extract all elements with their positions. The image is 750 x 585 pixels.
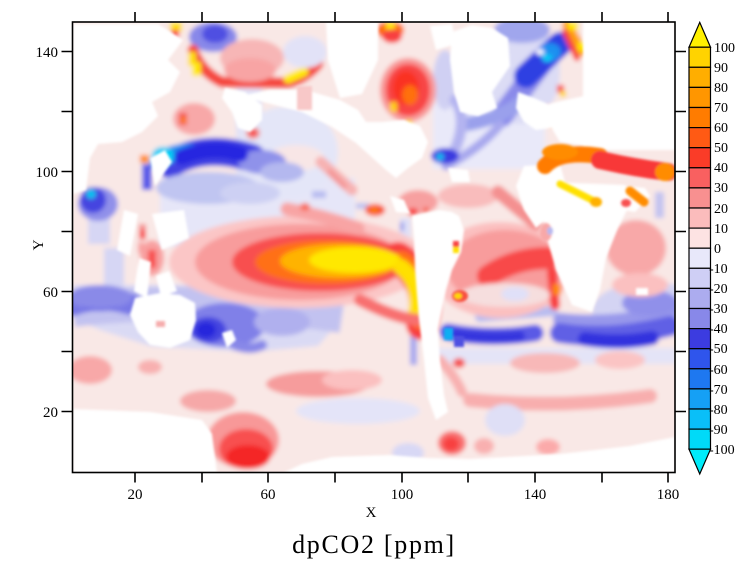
svg-text:20: 20 [43, 405, 58, 421]
svg-text:50: 50 [714, 141, 728, 156]
svg-text:60: 60 [43, 285, 58, 301]
svg-text:60: 60 [261, 487, 276, 503]
svg-text:-90: -90 [709, 423, 728, 438]
svg-text:-10: -10 [709, 262, 728, 277]
svg-text:-100: -100 [709, 443, 735, 458]
svg-text:Y: Y [31, 239, 47, 250]
svg-text:180: 180 [657, 487, 680, 503]
svg-text:-40: -40 [709, 322, 728, 337]
svg-text:-50: -50 [709, 342, 728, 357]
svg-text:dpCO2 [ppm]: dpCO2 [ppm] [292, 530, 456, 559]
svg-text:10: 10 [714, 222, 728, 237]
svg-text:30: 30 [714, 181, 728, 196]
svg-text:90: 90 [714, 61, 728, 76]
svg-text:100: 100 [714, 41, 735, 56]
svg-text:20: 20 [128, 487, 143, 503]
svg-text:-20: -20 [709, 282, 728, 297]
svg-text:-70: -70 [709, 383, 728, 398]
svg-text:40: 40 [714, 161, 728, 176]
svg-text:-80: -80 [709, 403, 728, 418]
svg-text:70: 70 [714, 101, 728, 116]
svg-text:-30: -30 [709, 302, 728, 317]
svg-text:-60: -60 [709, 363, 728, 378]
svg-text:X: X [366, 505, 377, 521]
svg-text:100: 100 [36, 165, 59, 181]
svg-text:140: 140 [36, 45, 59, 61]
svg-text:60: 60 [714, 121, 728, 136]
svg-text:100: 100 [391, 487, 414, 503]
svg-text:20: 20 [714, 202, 728, 217]
svg-text:140: 140 [524, 487, 547, 503]
svg-text:80: 80 [714, 81, 728, 96]
svg-text:0: 0 [714, 242, 721, 257]
